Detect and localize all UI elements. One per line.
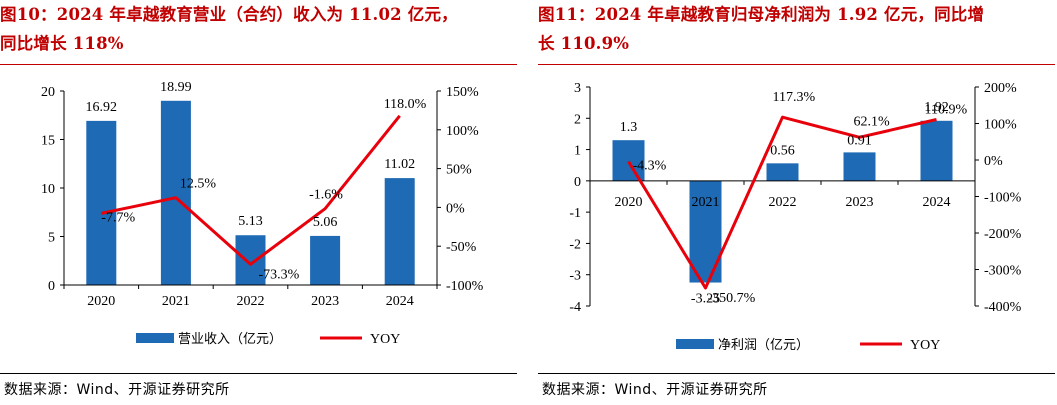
category-label-2023: 2023 — [846, 195, 874, 210]
left-axis-tick-label: 3 — [574, 81, 581, 96]
yoy-value-label: -4.3% — [633, 159, 667, 174]
category-label-2020: 2020 — [615, 195, 643, 210]
category-label-2024: 2024 — [386, 294, 414, 309]
left-axis-tick-label: -2 — [569, 237, 581, 252]
yoy-value-label: -7.7% — [101, 210, 135, 225]
right-axis-tick-label: 100% — [984, 118, 1017, 133]
left-axis-tick-label: 15 — [41, 134, 55, 149]
bar-2024 — [384, 178, 415, 285]
yoy-value-label: -350.7% — [708, 291, 756, 306]
category-label-2024: 2024 — [923, 195, 951, 210]
yoy-value-label: 62.1% — [854, 114, 891, 129]
legend-line-label: YOY — [910, 338, 940, 353]
bar-value-label: -3.25 — [691, 292, 720, 307]
left-axis-tick-label: 10 — [41, 182, 55, 197]
category-label-2021: 2021 — [162, 294, 190, 309]
right-axis-tick-label: 150% — [446, 85, 479, 100]
left-axis-tick-label: -1 — [569, 206, 581, 221]
right-axis-tick-label: -100% — [446, 279, 484, 294]
yoy-value-label: -73.3% — [259, 267, 300, 282]
bar-value-label: 0.91 — [847, 133, 872, 148]
category-label-2022: 2022 — [237, 294, 265, 309]
yoy-line — [627, 115, 937, 290]
revenue-chart-svg: 0 5 10 15 20 -100% -50% 0% 50% 100% 150% 2020 2021 20… — [41, 80, 484, 347]
legend-bar-label: 净利润（亿元） — [718, 338, 809, 353]
figure-11-panel: 图11：2024 年卓越教育归母净利润为 1.92 亿元，同比增 长 110.9… — [538, 0, 1057, 405]
right-axis-tick-label: -100% — [984, 191, 1022, 206]
legend-bar-label: 营业收入（亿元） — [178, 332, 282, 347]
left-axis-tick-label: -4 — [569, 300, 581, 315]
yoy-line — [100, 114, 401, 266]
bar-2020 — [612, 140, 645, 181]
data-source-note: 数据来源：Wind、开源证券研究所 — [542, 382, 768, 398]
left-axis-tick-label: 0 — [48, 279, 55, 294]
bar-2024 — [920, 120, 953, 181]
figure-title-line-1: 图11：2024 年卓越教育归母净利润为 1.92 亿元，同比增 — [538, 5, 985, 24]
source-divider — [538, 373, 1055, 374]
bar-2022 — [235, 235, 266, 285]
yoy-value-label: 117.3% — [773, 90, 816, 105]
yoy-value-label: 110.9% — [925, 103, 968, 118]
right-axis-tick-label: 0% — [446, 201, 465, 216]
net-profit-chart-svg: -4 -3 -2 -1 0 1 2 3 -400% -300% -200% -100% 0% 100% 20… — [569, 81, 1022, 353]
bar-2021 — [160, 100, 191, 285]
figure-10-panel: 图10：2024 年卓越教育营业（合约）收入为 11.02 亿元， 同比增长 1… — [0, 0, 521, 405]
figure-title: 图10：2024 年卓越教育营业（合约）收入为 11.02 亿元， 同比增长 1… — [0, 0, 521, 58]
bar-2023 — [310, 235, 341, 285]
left-axis-tick-label: 1 — [574, 144, 581, 159]
legend-line-label: YOY — [370, 332, 400, 347]
left-axis-tick-label: -3 — [569, 269, 581, 284]
right-axis-tick-label: -50% — [446, 240, 477, 255]
yoy-value-label: -1.6% — [309, 188, 343, 203]
bar-value-label: 1.92 — [924, 100, 949, 115]
revenue-chart: 0 5 10 15 20 -100% -50% 0% 50% 100% 150% 2020 2021 20… — [0, 66, 517, 371]
source-divider — [0, 373, 517, 374]
figure-title-line-2: 同比增长 118% — [0, 34, 124, 53]
right-axis-tick-label: -200% — [984, 227, 1022, 242]
legend-bar-swatch — [676, 339, 714, 349]
bar-value-label: 5.06 — [313, 215, 338, 230]
legend-bar-swatch — [136, 333, 174, 343]
category-label-2023: 2023 — [311, 294, 339, 309]
bar-value-label: 1.3 — [620, 120, 638, 135]
bar-2023 — [843, 152, 876, 181]
bar-value-label: 16.92 — [86, 100, 118, 115]
left-axis-tick-label: 20 — [41, 85, 55, 100]
right-axis-tick-label: 50% — [446, 163, 472, 178]
data-source-note: 数据来源：Wind、开源证券研究所 — [4, 382, 230, 398]
yoy-value-label: 118.0% — [384, 97, 427, 112]
figure-title-line-2: 长 110.9% — [538, 34, 630, 53]
right-axis-tick-label: -300% — [984, 264, 1022, 279]
right-axis-tick-label: 100% — [446, 124, 479, 139]
right-axis-tick-label: -400% — [984, 300, 1022, 315]
bar-value-label: 11.02 — [384, 157, 415, 172]
title-divider — [0, 64, 517, 65]
title-divider — [538, 64, 1055, 65]
right-axis-tick-label: 200% — [984, 81, 1017, 96]
right-axis-tick-label: 0% — [984, 154, 1003, 169]
bar-2020 — [86, 120, 117, 285]
category-label-2020: 2020 — [87, 294, 115, 309]
category-label-2022: 2022 — [769, 195, 797, 210]
category-label-2021: 2021 — [692, 195, 720, 210]
left-axis-tick-label: 0 — [574, 175, 581, 190]
figure-title-line-1: 图10：2024 年卓越教育营业（合约）收入为 11.02 亿元， — [0, 5, 458, 24]
net-profit-chart: -4 -3 -2 -1 0 1 2 3 -400% -300% -200% -100% 0% 100% 20… — [538, 66, 1055, 371]
bar-value-label: 5.13 — [238, 214, 263, 229]
bar-value-label: 0.56 — [770, 143, 795, 158]
figure-title: 图11：2024 年卓越教育归母净利润为 1.92 亿元，同比增 长 110.9… — [538, 0, 1057, 58]
bar-value-label: 18.99 — [160, 80, 192, 95]
left-axis-tick-label: 2 — [574, 112, 581, 127]
yoy-value-label: 12.5% — [180, 177, 217, 192]
bar-2022 — [766, 163, 799, 181]
left-axis-tick-label: 5 — [48, 231, 55, 246]
